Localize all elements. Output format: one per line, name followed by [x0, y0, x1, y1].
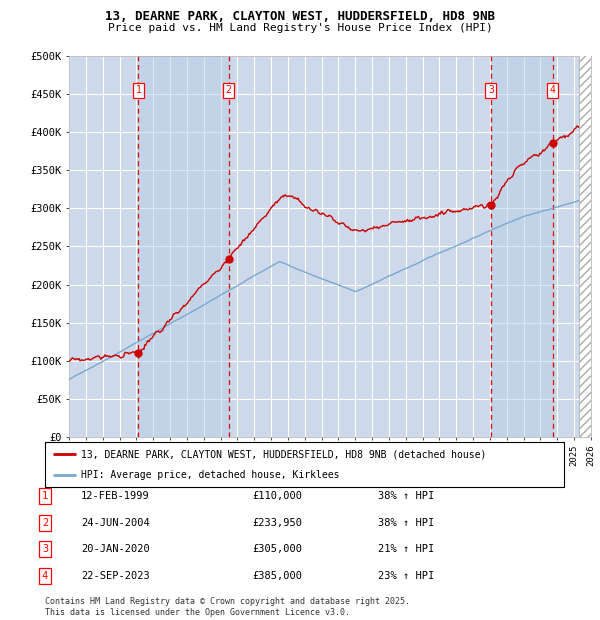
Text: 13, DEARNE PARK, CLAYTON WEST, HUDDERSFIELD, HD8 9NB (detached house): 13, DEARNE PARK, CLAYTON WEST, HUDDERSFI… — [82, 449, 487, 459]
Text: 1: 1 — [42, 491, 48, 501]
Text: 4: 4 — [42, 571, 48, 581]
Text: 2: 2 — [42, 518, 48, 528]
FancyBboxPatch shape — [45, 442, 564, 487]
Text: 3: 3 — [42, 544, 48, 554]
Text: 21% ↑ HPI: 21% ↑ HPI — [378, 544, 434, 554]
Text: 22-SEP-2023: 22-SEP-2023 — [81, 571, 150, 581]
Text: 23% ↑ HPI: 23% ↑ HPI — [378, 571, 434, 581]
Bar — [491, 56, 553, 437]
Text: HPI: Average price, detached house, Kirklees: HPI: Average price, detached house, Kirk… — [82, 469, 340, 480]
Bar — [579, 48, 600, 437]
Text: Price paid vs. HM Land Registry's House Price Index (HPI): Price paid vs. HM Land Registry's House … — [107, 23, 493, 33]
Text: Contains HM Land Registry data © Crown copyright and database right 2025.
This d: Contains HM Land Registry data © Crown c… — [45, 598, 410, 617]
Text: 2: 2 — [226, 85, 232, 95]
Text: £385,000: £385,000 — [252, 571, 302, 581]
Text: £233,950: £233,950 — [252, 518, 302, 528]
Text: 24-JUN-2004: 24-JUN-2004 — [81, 518, 150, 528]
Text: £305,000: £305,000 — [252, 544, 302, 554]
Bar — [139, 56, 229, 437]
Text: 3: 3 — [488, 85, 494, 95]
Text: 13, DEARNE PARK, CLAYTON WEST, HUDDERSFIELD, HD8 9NB: 13, DEARNE PARK, CLAYTON WEST, HUDDERSFI… — [105, 10, 495, 22]
Text: 1: 1 — [136, 85, 142, 95]
Text: 38% ↑ HPI: 38% ↑ HPI — [378, 491, 434, 501]
Text: 20-JAN-2020: 20-JAN-2020 — [81, 544, 150, 554]
Text: 38% ↑ HPI: 38% ↑ HPI — [378, 518, 434, 528]
Text: 12-FEB-1999: 12-FEB-1999 — [81, 491, 150, 501]
Text: 4: 4 — [550, 85, 556, 95]
Text: £110,000: £110,000 — [252, 491, 302, 501]
